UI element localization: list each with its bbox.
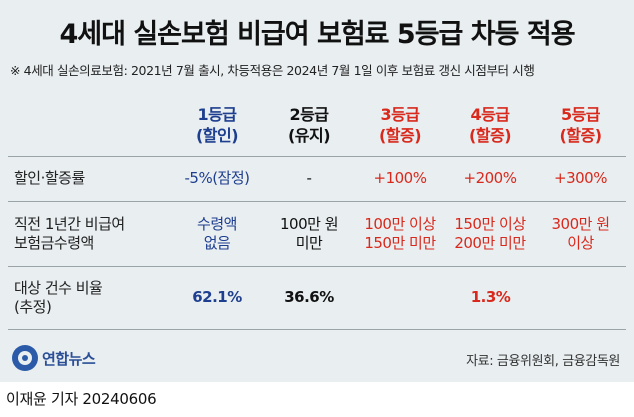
row-label-amount: 직전 1년간 비급여 보험금수령액 — [14, 214, 125, 253]
rate-grade-2: - — [306, 169, 312, 188]
header-grade-3: 3등급 (할증) — [378, 105, 422, 145]
table-row: 할인·할증률 -5%(잠정) - +100% +200% +300% — [8, 157, 626, 202]
header-grade-4: 4등급 (할증) — [468, 105, 512, 145]
reporter-credit: 이재윤 기자 20240606 — [6, 390, 157, 408]
grade-table: 1등급 (할인) 2등급 (유지) 3등급 (할증) 4등급 (할증) 5등급 (할증) … — [8, 96, 626, 330]
table-header-row: 1등급 (할인) 2등급 (유지) 3등급 (할증) 4등급 (할증) 5등급 (할증) — [8, 96, 626, 157]
source-text: 자료: 금융위원회, 금융감독원 — [466, 354, 620, 369]
table-row: 직전 1년간 비급여 보험금수령액 수령액 없음 100만 원 미만 100만 이상 1… — [8, 202, 626, 267]
amount-grade-1: 수령액 없음 — [197, 214, 237, 253]
header-grade-1: 1등급 (할인) — [195, 105, 239, 145]
rate-grade-4: +200% — [463, 169, 517, 188]
share-grade-2: 36.6% — [284, 288, 334, 307]
yonhap-logo: 연합뉴스 — [12, 345, 96, 371]
header-empty-cell — [8, 96, 171, 156]
rate-grade-3: +100% — [373, 169, 427, 188]
share-grade-1: 62.1% — [192, 288, 242, 307]
amount-grade-2: 100만 원 미만 — [280, 214, 339, 253]
table-row: 대상 건수 비율 (추정) 62.1% 36.6% 1.3% — [8, 267, 626, 330]
infographic-card: 4세대 실손보험 비급여 보험료 5등급 차등 적용 ※ 4세대 실손의료보험:… — [0, 0, 634, 382]
amount-grade-3: 100만 이상 150만 미만 — [364, 214, 436, 253]
infographic-subtitle: ※ 4세대 실손의료보험: 2021년 7월 출시, 차등적용은 2024년 7… — [10, 63, 535, 78]
share-grade-3-to-5: 1.3% — [470, 288, 511, 307]
logo-text: 연합뉴스 — [42, 349, 96, 368]
infographic-title: 4세대 실손보험 비급여 보험료 5등급 차등 적용 — [59, 19, 575, 50]
rate-grade-1: -5%(잠정) — [184, 169, 250, 188]
amount-grade-4: 150만 이상 200만 미만 — [454, 214, 526, 253]
yonhap-logo-icon — [12, 345, 38, 371]
header-grade-2: 2등급 (유지) — [287, 105, 331, 145]
amount-grade-5: 300만 원 이상 — [551, 214, 611, 253]
row-label-share: 대상 건수 비율 (추정) — [14, 278, 103, 317]
header-grade-5: 5등급 (할증) — [559, 105, 602, 145]
row-label-rate: 할인·할증률 — [14, 169, 85, 188]
rate-grade-5: +300% — [554, 169, 607, 188]
